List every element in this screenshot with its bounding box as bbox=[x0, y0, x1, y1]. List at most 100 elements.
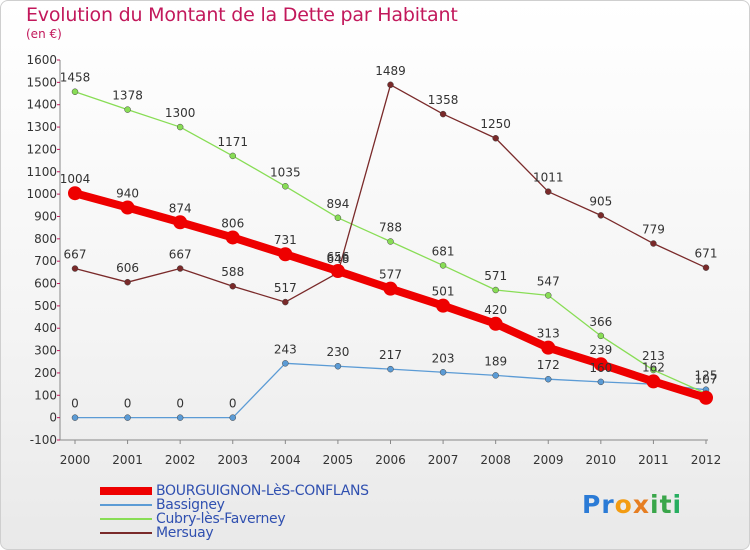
data-label: 0 bbox=[124, 397, 132, 411]
data-label: 547 bbox=[537, 274, 560, 288]
data-point bbox=[334, 362, 342, 370]
data-point bbox=[650, 366, 657, 374]
x-tick-label: 2002 bbox=[165, 453, 196, 467]
data-point bbox=[436, 298, 451, 313]
legend-label: Mersuay bbox=[156, 525, 214, 541]
x-tick-label: 2005 bbox=[323, 453, 354, 467]
legend-label: BOURGUIGNON-LèS-CONFLANS bbox=[156, 483, 369, 499]
data-point bbox=[492, 286, 499, 294]
data-point bbox=[282, 183, 289, 190]
data-point bbox=[71, 88, 79, 95]
data-point bbox=[545, 188, 552, 195]
x-tick-label: 2011 bbox=[638, 453, 669, 467]
y-tick-label: 800 bbox=[34, 232, 57, 246]
data-point bbox=[68, 186, 82, 201]
data-label: 217 bbox=[379, 348, 402, 362]
data-label: 1004 bbox=[60, 172, 91, 186]
data-label: 894 bbox=[326, 197, 349, 211]
data-label: 577 bbox=[379, 268, 402, 282]
y-tick-label: -100 bbox=[30, 433, 57, 447]
data-point bbox=[278, 247, 293, 262]
y-tick-label: 700 bbox=[34, 254, 57, 268]
data-point bbox=[124, 106, 131, 113]
data-point bbox=[176, 123, 184, 131]
legend-label: Bassigney bbox=[156, 497, 225, 513]
data-label: 940 bbox=[116, 187, 139, 201]
data-point bbox=[225, 230, 240, 245]
data-point bbox=[492, 372, 499, 379]
value-labels: 1004 940 874 806 731 656 577 501 420 313 239 162 0 0 0… bbox=[60, 64, 718, 411]
data-point bbox=[387, 238, 394, 245]
data-point bbox=[646, 374, 661, 389]
data-label: 779 bbox=[642, 223, 665, 237]
data-label: 681 bbox=[432, 244, 455, 258]
x-tick-label: 2012 bbox=[691, 453, 722, 467]
data-label: 0 bbox=[229, 397, 237, 411]
x-tick-label: 2008 bbox=[480, 453, 511, 467]
data-point bbox=[71, 265, 79, 272]
data-label: 1035 bbox=[270, 165, 301, 179]
data-point bbox=[176, 414, 184, 421]
data-point bbox=[229, 414, 236, 421]
data-point bbox=[229, 282, 236, 290]
logo-letter: o bbox=[614, 490, 633, 519]
x-tick-label: 2004 bbox=[270, 453, 301, 467]
data-label: 667 bbox=[169, 248, 192, 262]
data-point bbox=[492, 134, 499, 142]
x-tick-label: 2010 bbox=[586, 453, 617, 467]
data-label: 517 bbox=[274, 281, 297, 295]
data-label: 874 bbox=[169, 201, 192, 215]
data-label: 420 bbox=[484, 303, 507, 317]
data-label: 162 bbox=[642, 360, 665, 374]
data-label: 667 bbox=[64, 248, 87, 262]
series-lines bbox=[68, 81, 713, 421]
legend-swatch-3 bbox=[100, 532, 152, 534]
data-label: 0 bbox=[71, 397, 79, 411]
y-tick-label: 200 bbox=[34, 366, 57, 380]
x-tick-label: 2006 bbox=[375, 453, 406, 467]
data-point bbox=[229, 152, 236, 160]
data-point bbox=[541, 340, 556, 355]
logo-letter: i bbox=[650, 490, 660, 519]
data-label: 1378 bbox=[112, 89, 143, 103]
data-label: 107 bbox=[695, 373, 718, 387]
proxiti-logo: Proxiti bbox=[582, 490, 682, 519]
y-tick-label: 300 bbox=[34, 344, 57, 358]
y-tick-label: 400 bbox=[34, 321, 57, 335]
data-label: 0 bbox=[176, 397, 184, 411]
data-point bbox=[545, 292, 552, 299]
data-label: 501 bbox=[432, 285, 455, 299]
y-tick-label: 1100 bbox=[26, 165, 57, 179]
data-point bbox=[699, 390, 713, 405]
data-label: 788 bbox=[379, 221, 402, 235]
data-label: 606 bbox=[116, 261, 139, 275]
y-tick-label: 1600 bbox=[26, 53, 57, 67]
y-tick-label: 1300 bbox=[26, 120, 57, 134]
data-label: 313 bbox=[537, 327, 560, 341]
data-point bbox=[334, 214, 342, 222]
data-point bbox=[488, 316, 503, 331]
data-point bbox=[702, 264, 710, 271]
logo-letter: r bbox=[601, 490, 615, 519]
data-label: 648 bbox=[326, 252, 349, 266]
data-point bbox=[387, 365, 394, 373]
data-label: 1300 bbox=[165, 106, 196, 120]
data-label: 1358 bbox=[428, 93, 459, 107]
data-label: 1011 bbox=[533, 171, 564, 185]
data-point bbox=[597, 378, 605, 386]
data-label: 239 bbox=[589, 343, 612, 357]
data-label: 189 bbox=[484, 354, 507, 368]
logo-letter: x bbox=[632, 490, 650, 519]
x-tick-label: 2001 bbox=[112, 453, 143, 467]
y-tick-label: 900 bbox=[34, 209, 57, 223]
y-tick-label: 1400 bbox=[26, 98, 57, 112]
logo-letter: t bbox=[659, 490, 673, 519]
legend-label: Cubry-lès-Faverney bbox=[156, 511, 286, 527]
y-tick-label: 1500 bbox=[26, 75, 57, 89]
chart-title: Evolution du Montant de la Dette par Hab… bbox=[26, 4, 458, 26]
data-label: 731 bbox=[274, 233, 297, 247]
data-point bbox=[176, 265, 184, 272]
x-tick-label: 2000 bbox=[60, 453, 91, 467]
data-label: 1489 bbox=[375, 64, 406, 78]
